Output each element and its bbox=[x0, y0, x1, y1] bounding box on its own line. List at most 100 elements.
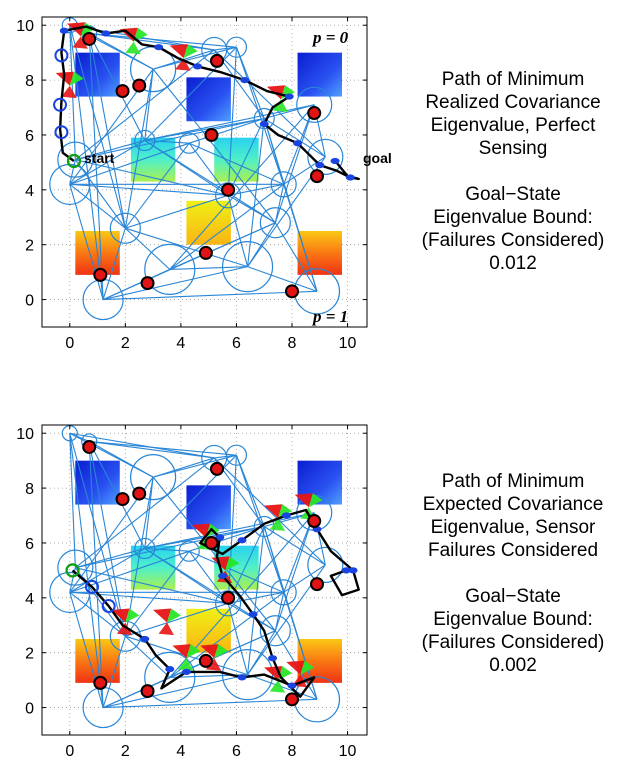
roadmap-node bbox=[307, 138, 344, 176]
fan-red bbox=[169, 44, 188, 59]
plot-frame bbox=[41, 16, 368, 328]
covariance-ellipse bbox=[287, 682, 297, 689]
start-label: start bbox=[84, 150, 115, 166]
beacon bbox=[115, 492, 130, 507]
roadmap-node bbox=[253, 107, 275, 130]
start-marker bbox=[66, 153, 82, 169]
fan-green bbox=[125, 608, 140, 623]
p1-label: p = 1 bbox=[311, 307, 348, 326]
roadmap-edge bbox=[274, 184, 285, 223]
covariance-ellipse bbox=[259, 120, 269, 128]
roadmap-edge bbox=[189, 117, 265, 144]
roadmap-node bbox=[130, 454, 177, 501]
roadmap-edge bbox=[247, 266, 318, 292]
roadmap-edge bbox=[144, 547, 190, 552]
y-tick-label: 0 bbox=[25, 293, 34, 310]
roadmap-edge bbox=[69, 432, 215, 459]
roadmap-edge bbox=[102, 228, 126, 300]
fan-lower bbox=[178, 658, 194, 671]
beacon bbox=[310, 577, 324, 592]
obstacle-blue bbox=[186, 485, 231, 530]
roadmap-edge bbox=[235, 454, 265, 527]
roadmap-node bbox=[259, 615, 291, 647]
covariance-ellipse bbox=[54, 125, 69, 140]
fan-red bbox=[172, 644, 191, 659]
roadmap-edge bbox=[152, 454, 237, 478]
beacon bbox=[93, 267, 108, 282]
bound-line: Goal−State bbox=[465, 586, 561, 607]
roadmap-edge bbox=[274, 512, 315, 631]
beacons bbox=[82, 439, 324, 707]
roadmap-edge bbox=[227, 118, 265, 196]
roadmap-edge bbox=[188, 550, 229, 604]
axis-ticks: 0 2 4 6 8 10 0 2 4 6 8 10 bbox=[16, 17, 367, 352]
roadmap-edge bbox=[152, 46, 237, 70]
fan-lower bbox=[272, 99, 288, 112]
roadmap-edge bbox=[124, 550, 190, 637]
fan-lower bbox=[205, 658, 222, 671]
roadmap-node bbox=[307, 546, 344, 584]
roadmap-edge bbox=[188, 142, 229, 196]
beacon bbox=[221, 590, 236, 605]
roadmap-edge bbox=[69, 433, 126, 637]
beacons bbox=[82, 31, 324, 299]
roadmap-edge bbox=[144, 69, 154, 141]
covariance-ellipse bbox=[268, 655, 278, 662]
caption-line: Eigenvalue, Perfect bbox=[430, 115, 596, 136]
roadmap-edge bbox=[88, 33, 104, 300]
covariance-ellipse bbox=[53, 97, 68, 112]
fan-red bbox=[211, 556, 230, 571]
roadmap-edge bbox=[263, 526, 285, 593]
roadmap-edge bbox=[144, 477, 154, 549]
covariance-ellipse bbox=[140, 635, 150, 643]
beacon bbox=[82, 439, 97, 454]
beacon bbox=[82, 31, 97, 46]
x-tick-label: 0 bbox=[65, 743, 74, 760]
roadmap-edge bbox=[283, 564, 326, 593]
fan-green bbox=[214, 644, 229, 659]
x-tick-label: 4 bbox=[176, 335, 185, 352]
fan-green bbox=[69, 71, 84, 86]
roadmap-node bbox=[270, 171, 297, 198]
roadmap-node bbox=[178, 540, 200, 562]
beacon bbox=[93, 675, 108, 690]
covariance-ellipse bbox=[237, 674, 247, 681]
caption-line: Expected Covariance bbox=[422, 494, 604, 515]
y-tick-label: 6 bbox=[25, 536, 34, 553]
roadmap-edge bbox=[102, 636, 126, 708]
optimal-path bbox=[65, 508, 360, 698]
beacon bbox=[204, 535, 219, 550]
roadmap-edge bbox=[169, 183, 284, 270]
caption-line: Sensing bbox=[478, 138, 548, 159]
x-tick-label: 6 bbox=[232, 335, 241, 352]
caption-line: Realized Covariance bbox=[425, 92, 601, 113]
fan-lower bbox=[125, 41, 141, 55]
roadmap-edge bbox=[124, 635, 171, 678]
start-marker bbox=[65, 563, 80, 578]
roadmap-edge bbox=[75, 159, 229, 196]
y-tick-label: 8 bbox=[25, 481, 34, 498]
beacon bbox=[140, 276, 155, 291]
roadmap-edge bbox=[125, 227, 248, 268]
beacon bbox=[198, 245, 213, 260]
fan-green bbox=[167, 608, 181, 623]
roadmap-edge bbox=[103, 290, 318, 301]
roadmap-edge bbox=[124, 227, 171, 270]
roadmap-edge bbox=[144, 512, 315, 549]
fan-lower bbox=[72, 36, 88, 49]
roadmap-edge bbox=[125, 602, 229, 637]
x-tick-label: 4 bbox=[176, 743, 185, 760]
bound-line: (Failures Considered) bbox=[421, 632, 605, 653]
roadmap-edge bbox=[213, 457, 326, 566]
beacon bbox=[210, 461, 224, 476]
y-tick-label: 4 bbox=[25, 591, 34, 608]
roadmap-edge bbox=[69, 591, 229, 604]
fan-lower bbox=[269, 680, 286, 693]
fan-lower bbox=[158, 622, 174, 636]
beacon bbox=[132, 78, 147, 93]
caption-panel-2: Path of Minimum Expected Covariance Eige… bbox=[398, 470, 628, 677]
covariance-ellipse bbox=[154, 44, 164, 51]
roadmap-edge bbox=[263, 118, 326, 158]
beacon bbox=[285, 692, 299, 707]
fan-red bbox=[191, 523, 211, 538]
